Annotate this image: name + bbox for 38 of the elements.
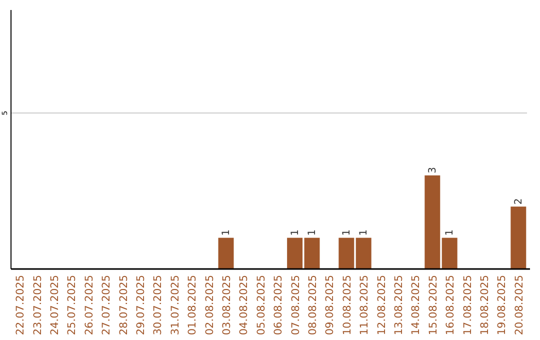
x-tick-label: 12.08.2025 bbox=[376, 275, 388, 336]
x-tick-label: 09.08.2025 bbox=[324, 275, 336, 336]
data-label: 2 bbox=[513, 198, 524, 205]
x-tick-label: 19.08.2025 bbox=[496, 275, 508, 336]
x-tick-label: 18.08.2025 bbox=[479, 275, 491, 336]
x-tick-label: 05.08.2025 bbox=[255, 275, 268, 336]
x-tick-label: 22.07.2025 bbox=[14, 275, 27, 336]
x-tick-label: 06.08.2025 bbox=[272, 275, 285, 336]
x-tick-label: 30.07.2025 bbox=[152, 275, 164, 336]
x-tick-label: 13.08.2025 bbox=[393, 275, 405, 336]
x-tick-label: 07.08.2025 bbox=[290, 275, 302, 336]
x-tick-label: 04.08.2025 bbox=[238, 275, 250, 336]
x-tick-label: 14.08.2025 bbox=[410, 275, 422, 336]
data-label: 1 bbox=[221, 229, 232, 236]
data-label: 1 bbox=[307, 229, 318, 236]
x-tick-label: 29.07.2025 bbox=[135, 275, 147, 336]
data-label: 1 bbox=[290, 229, 301, 236]
x-tick-label: 01.08.2025 bbox=[186, 275, 199, 336]
data-label: 1 bbox=[444, 229, 456, 236]
x-tick-label: 20.08.2025 bbox=[513, 275, 526, 336]
x-tick-label: 10.08.2025 bbox=[341, 275, 354, 336]
data-label: 1 bbox=[358, 229, 370, 236]
x-tick-label: 16.08.2025 bbox=[444, 275, 457, 336]
x-tick-label: 02.08.2025 bbox=[204, 275, 216, 336]
x-tick-label: 26.07.2025 bbox=[83, 275, 96, 336]
x-tick-label: 03.08.2025 bbox=[221, 275, 233, 336]
x-tick-label: 23.07.2025 bbox=[32, 275, 44, 336]
x-tick-label: 15.08.2025 bbox=[427, 275, 440, 336]
x-tick-label: 08.08.2025 bbox=[307, 275, 319, 336]
x-tick-label: 24.07.2025 bbox=[49, 275, 61, 336]
x-tick-label: 27.07.2025 bbox=[100, 275, 113, 336]
data-label: 3 bbox=[427, 167, 438, 174]
x-tick-label: 28.07.2025 bbox=[118, 275, 130, 336]
x-tick-label: 25.07.2025 bbox=[66, 275, 78, 336]
x-tick-label: 31.07.2025 bbox=[169, 275, 182, 336]
data-label: 1 bbox=[341, 229, 352, 236]
x-tick-label: 17.08.2025 bbox=[462, 275, 474, 336]
x-tick-label: 11.08.2025 bbox=[358, 275, 371, 336]
